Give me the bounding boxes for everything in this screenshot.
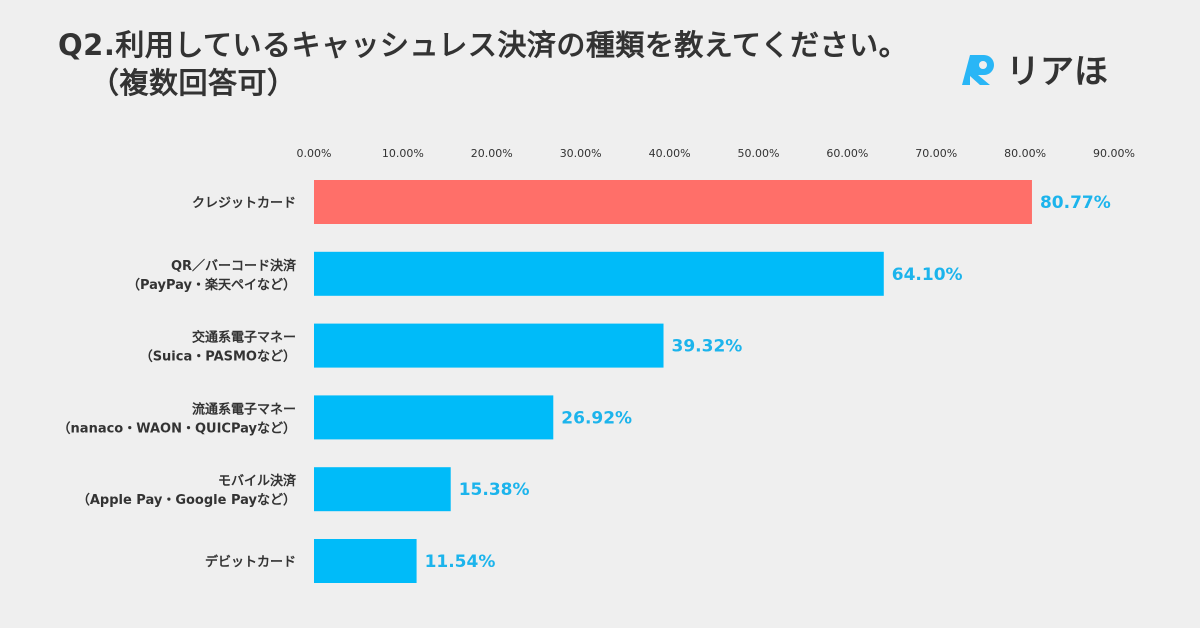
category-sublabel: （Apple Pay・Google Payなど）: [77, 492, 296, 508]
chart-title-line1: Q2.利用しているキャッシュレス決済の種類を教えてください。: [58, 28, 909, 62]
bar: [314, 395, 554, 440]
category-label: デビットカード: [205, 554, 296, 570]
data-label: 80.77%: [1040, 193, 1111, 213]
category-sublabel: （PayPay・楽天ペイなど）: [127, 277, 296, 293]
category-label: 流通系電子マネー: [192, 401, 296, 417]
x-tick-label: 90.00%: [1093, 147, 1135, 160]
bar: [314, 539, 417, 583]
category-sublabel: （Suica・PASMOなど）: [140, 349, 296, 365]
category-label: QR／バーコード決済: [171, 258, 297, 274]
x-tick-label: 40.00%: [649, 147, 691, 160]
x-tick-label: 20.00%: [471, 147, 513, 160]
x-tick-label: 30.00%: [560, 147, 602, 160]
category-sublabel: （nanaco・WAON・QUICPayなど）: [58, 420, 296, 436]
category-label: クレジットカード: [192, 196, 296, 211]
category-label: モバイル決済: [218, 473, 297, 489]
data-label: 15.38%: [459, 480, 530, 500]
data-label: 39.32%: [672, 337, 743, 357]
chart-title-line2: （複数回答可）: [90, 66, 297, 100]
brand-logo: リアほ: [962, 44, 1108, 93]
bar: [314, 251, 884, 296]
chart-title: Q2.利用しているキャッシュレス決済の種類を教えてください。 （複数回答可）: [58, 26, 908, 102]
category-label: 交通系電子マネー: [192, 330, 296, 346]
bar: [314, 467, 451, 512]
bar: [314, 323, 664, 368]
x-tick-label: 10.00%: [382, 147, 424, 160]
data-label: 11.54%: [425, 552, 496, 572]
bar: [314, 180, 1032, 224]
x-tick-label: 0.00%: [297, 147, 332, 160]
data-label: 64.10%: [892, 265, 963, 285]
x-tick-label: 50.00%: [737, 147, 779, 160]
data-label: 26.92%: [561, 408, 632, 428]
logo-r-icon: [962, 54, 994, 85]
x-tick-label: 70.00%: [915, 147, 957, 160]
x-tick-label: 80.00%: [1004, 147, 1046, 160]
x-tick-label: 60.00%: [826, 147, 868, 160]
logo-text: リアほ: [1006, 52, 1108, 92]
